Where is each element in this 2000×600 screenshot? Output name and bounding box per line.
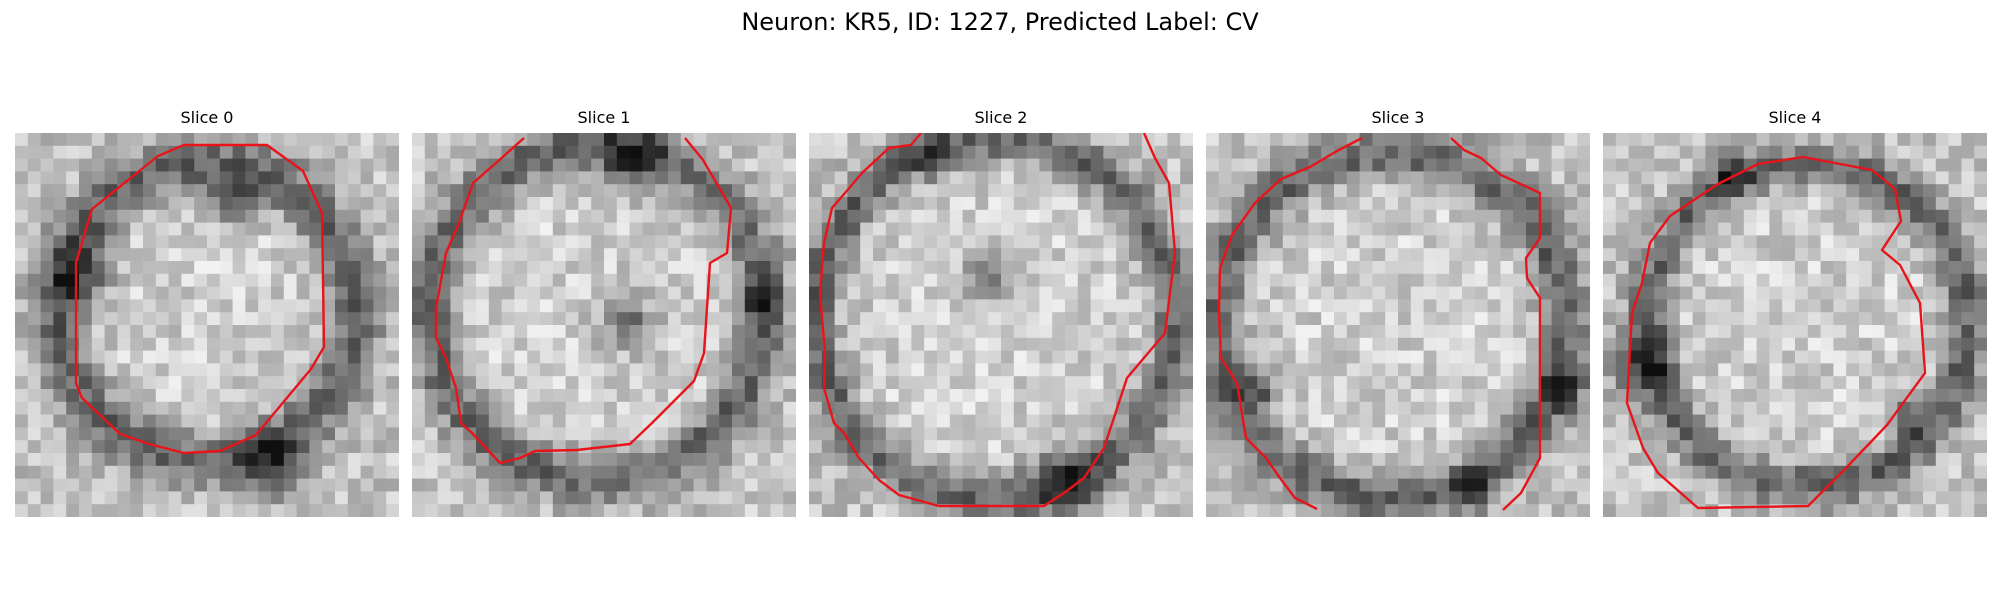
red-contour [818, 133, 1177, 508]
figure-title: Neuron: KR5, ID: 1227, Predicted Label: … [741, 8, 1259, 36]
slice-panel-3: Slice 3 [1206, 108, 1590, 517]
red-contour [434, 137, 733, 465]
slice-title: Slice 3 [1371, 108, 1425, 127]
slice-image [1603, 133, 1987, 517]
red-contour [1217, 136, 1363, 511]
red-contour [1450, 137, 1542, 511]
red-contour [1625, 155, 1927, 510]
slice-panel-2: Slice 2 [809, 108, 1193, 517]
slice-title: Slice 4 [1768, 108, 1822, 127]
slice-image [412, 133, 796, 517]
slice-title: Slice 2 [974, 108, 1028, 127]
slice-title: Slice 0 [180, 108, 234, 127]
slice-image [809, 133, 1193, 517]
red-contour [74, 143, 326, 455]
slice-panel-0: Slice 0 [15, 108, 399, 517]
slice-panel-1: Slice 1 [412, 108, 796, 517]
slice-title: Slice 1 [577, 108, 631, 127]
slice-image [15, 133, 399, 517]
slice-image [1206, 133, 1590, 517]
slice-panel-4: Slice 4 [1603, 108, 1987, 517]
